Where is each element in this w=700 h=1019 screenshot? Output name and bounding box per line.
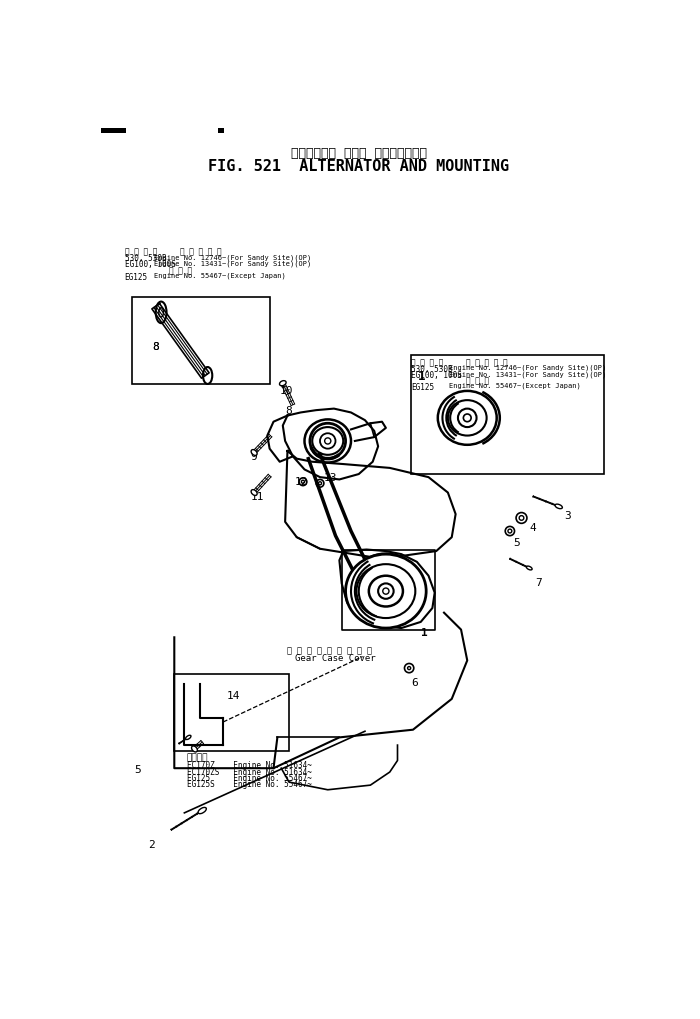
- Text: 8: 8: [285, 406, 292, 416]
- Bar: [132, 298, 270, 384]
- Text: EG100, 100S: EG100, 100S: [412, 371, 462, 380]
- Text: 6: 6: [412, 678, 418, 688]
- Text: 砂 質 地 仕 様: 砂 質 地 仕 様: [466, 359, 507, 368]
- Ellipse shape: [438, 391, 497, 445]
- Ellipse shape: [198, 808, 206, 814]
- Ellipse shape: [251, 450, 257, 455]
- Text: 8: 8: [152, 341, 159, 352]
- Text: 2: 2: [148, 840, 155, 849]
- Text: 砂 質 地 仕 様: 砂 質 地 仕 様: [181, 247, 222, 256]
- Text: 適 外 用: 適 外 用: [169, 266, 192, 275]
- Text: EG125: EG125: [412, 382, 435, 391]
- Text: 適用号番: 適用号番: [187, 753, 208, 762]
- Text: 11: 11: [251, 491, 264, 501]
- Text: EG125S    Engine No. 55467~: EG125S Engine No. 55467~: [187, 780, 312, 789]
- Text: 7: 7: [536, 578, 542, 588]
- Ellipse shape: [186, 736, 191, 740]
- Text: EG100, 100S: EG100, 100S: [125, 260, 176, 269]
- Text: オルタネータ  および  マウンティング: オルタネータ および マウンティング: [290, 147, 427, 160]
- Ellipse shape: [279, 381, 286, 386]
- Ellipse shape: [346, 554, 426, 629]
- Text: 13: 13: [324, 472, 337, 482]
- Text: 3: 3: [564, 511, 571, 521]
- Text: EC170ZS   Engine No. 51634~: EC170ZS Engine No. 51634~: [187, 767, 312, 775]
- Text: Engine No. 55467~(Except Japan): Engine No. 55467~(Except Japan): [154, 272, 286, 279]
- Text: 10: 10: [280, 385, 293, 395]
- Text: 適 用 号 番: 適 用 号 番: [125, 247, 157, 256]
- Text: Engine No. 55467~(Except Japan): Engine No. 55467~(Except Japan): [449, 382, 580, 389]
- Text: 9: 9: [251, 451, 257, 462]
- Text: 適 外 用: 適 外 用: [466, 376, 489, 385]
- Text: 4: 4: [529, 523, 536, 532]
- Text: Engine No. 13431~(For Sandy Site)(OP): Engine No. 13431~(For Sandy Site)(OP): [154, 260, 312, 266]
- Text: Engine No. 12746~(For Sandy Site)(OP): Engine No. 12746~(For Sandy Site)(OP): [154, 254, 312, 260]
- Text: 5: 5: [513, 538, 519, 547]
- Bar: [218, 128, 224, 133]
- Text: 8: 8: [152, 341, 159, 352]
- Text: 530, 530B: 530, 530B: [125, 254, 167, 263]
- Bar: [102, 128, 126, 133]
- Text: EG125: EG125: [125, 272, 148, 281]
- Ellipse shape: [555, 504, 562, 510]
- Text: Gear Case Cover: Gear Case Cover: [295, 653, 376, 662]
- Text: 14: 14: [227, 690, 241, 700]
- Text: 5: 5: [134, 764, 141, 774]
- Text: 12: 12: [295, 476, 309, 486]
- Text: EC170Z    Engine No. 51634~: EC170Z Engine No. 51634~: [187, 761, 312, 769]
- Text: FIG. 521  ALTERNATOR AND MOUNTING: FIG. 521 ALTERNATOR AND MOUNTING: [208, 158, 510, 173]
- Bar: [174, 675, 289, 752]
- Text: 適 用 号 番: 適 用 号 番: [412, 359, 444, 368]
- Text: ギ ヤ ー ケ ー ス カ バ ー: ギ ヤ ー ケ ー ス カ バ ー: [288, 645, 372, 654]
- Text: Engine No. 13431~(For Sandy Site)(OP): Engine No. 13431~(For Sandy Site)(OP): [449, 371, 606, 377]
- Text: EG125     Engine No. 55467~: EG125 Engine No. 55467~: [187, 773, 312, 782]
- Text: 530, 530B: 530, 530B: [412, 365, 453, 374]
- Ellipse shape: [251, 490, 257, 496]
- Text: Engine No. 12746~(For Sandy Site)(OP): Engine No. 12746~(For Sandy Site)(OP): [449, 365, 606, 371]
- Text: 1: 1: [421, 628, 428, 638]
- Text: 1: 1: [418, 369, 425, 382]
- Ellipse shape: [192, 746, 197, 752]
- Bar: [412, 356, 603, 475]
- Ellipse shape: [304, 420, 351, 463]
- Ellipse shape: [526, 567, 532, 571]
